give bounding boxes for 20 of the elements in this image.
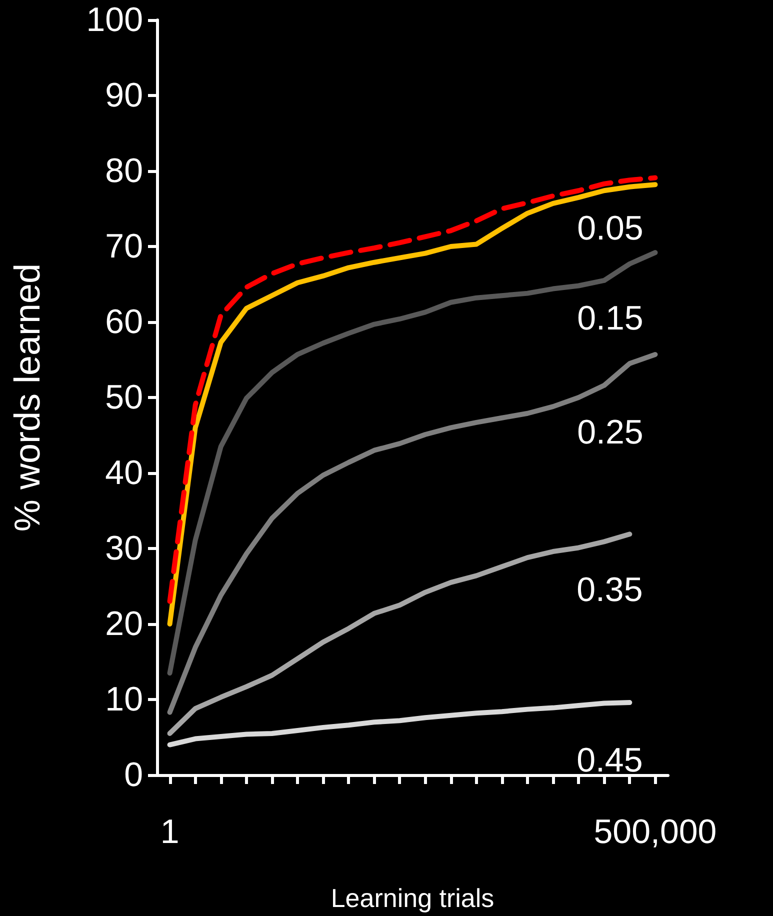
y-axis-title: % words learned	[6, 263, 48, 532]
y-tick-label: 10	[105, 680, 143, 718]
y-tick-label: 20	[105, 605, 143, 643]
series-label: 0.35	[576, 571, 643, 610]
y-tick-label: 100	[86, 1, 143, 39]
y-tick-label: 60	[105, 303, 143, 341]
y-tick-label: 90	[105, 76, 143, 114]
series-label: 0.25	[577, 413, 644, 452]
x-tick-label: 500,000	[594, 813, 717, 851]
series-label: 0.15	[577, 300, 644, 338]
x-tick-label: 1	[160, 813, 180, 851]
y-tick-label: 50	[105, 378, 143, 416]
y-tick-label: 30	[105, 530, 143, 568]
series-label: 0.05	[577, 210, 644, 248]
y-tick-label: 40	[105, 454, 143, 492]
y-tick-label: 0	[124, 756, 143, 794]
series-label: 0.45	[576, 742, 643, 780]
x-axis-title: Learning trials	[330, 883, 494, 913]
y-tick-label: 80	[105, 152, 143, 190]
y-tick-label: 70	[105, 228, 143, 266]
